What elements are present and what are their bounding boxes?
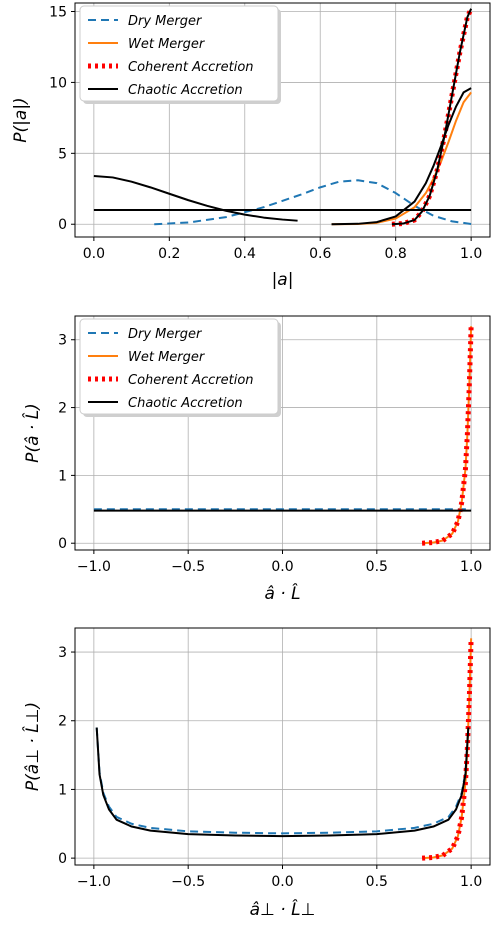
plot-area [95,638,474,861]
y-tick-label: 10 [49,75,67,91]
x-tick-label: 0.0 [271,559,293,575]
x-tick-label: −1.0 [77,559,111,575]
y-axis-label: P(â · L̂) [22,403,43,463]
legend-box [79,5,279,102]
series-line [421,638,474,861]
x-tick-label: 0.8 [385,246,407,262]
legend-label: Chaotic Accretion [128,83,243,98]
x-tick-label: 0.2 [158,246,180,262]
legend-label: Dry Merger [128,14,203,29]
y-tick-label: 2 [58,401,67,417]
x-tick-label: 0.0 [271,874,293,890]
series-line [421,326,474,546]
x-tick-label: −0.5 [171,559,205,575]
x-tick-label: −0.5 [171,874,205,890]
y-tick-label: 1 [58,468,67,484]
y-tick-label: 3 [58,645,67,661]
legend: Dry Merger Wet Merger Coherent Accretion Ch… [79,318,281,417]
y-axis-label: P(|a|) [11,97,31,142]
x-axis-label: â · L̂ [264,583,300,604]
series-line [391,8,473,226]
chart-panel-3: −1.0 −0.5 0.0 0.5 1.0 0 1 2 3 â⊥ · L̂⊥ P(â⊥ · L̂⊥) [22,627,491,920]
legend-label: Coherent Accretion [128,60,254,75]
x-axis-label: |a| [272,270,294,290]
y-tick-label: 5 [58,146,67,162]
y-tick-label: 0 [58,536,67,552]
legend: Dry Merger Wet Merger Coherent Accretion Ch… [79,5,281,104]
x-tick-label: 1.0 [460,874,482,890]
chart-panel-2: −1.0 −0.5 0.0 0.5 1.0 0 1 2 3 â · L̂ P(â · L̂) Dry … [22,315,491,604]
chart-panel-1: 0.0 0.2 0.4 0.6 0.8 1.0 0 5 10 15 |a| P(|a|) Dry Mer… [11,2,491,290]
y-tick-label: 1 [58,782,67,798]
plot-area [93,326,474,546]
legend-label: Coherent Accretion [128,373,254,388]
x-tick-label: 1.0 [460,246,482,262]
series-line [93,175,298,222]
legend-label: Chaotic Accretion [128,396,243,411]
y-tick-label: 3 [58,333,67,349]
y-axis-label: P(â⊥ · L̂⊥) [22,702,43,791]
legend-label: Wet Merger [128,350,206,365]
series-line [154,179,472,226]
axes-frame [74,2,491,238]
series-line [95,727,470,835]
x-tick-label: 0.5 [366,874,388,890]
x-tick-label: 0.5 [366,559,388,575]
x-axis-label: â⊥ · L̂⊥ [250,899,316,920]
x-tick-label: −1.0 [77,874,111,890]
legend-label: Dry Merger [128,327,203,342]
y-tick-label: 15 [49,5,67,21]
x-tick-label: 0.0 [83,246,105,262]
legend-label: Wet Merger [128,37,206,52]
series-line [331,87,472,226]
x-tick-label: 0.4 [234,246,256,262]
y-tick-label: 0 [58,217,67,233]
plot-area [93,7,474,227]
y-tick-label: 2 [58,714,67,730]
x-tick-label: 1.0 [460,559,482,575]
legend-box [79,318,279,415]
y-tick-label: 0 [58,851,67,867]
x-tick-label: 0.6 [309,246,331,262]
series-line [95,727,470,838]
